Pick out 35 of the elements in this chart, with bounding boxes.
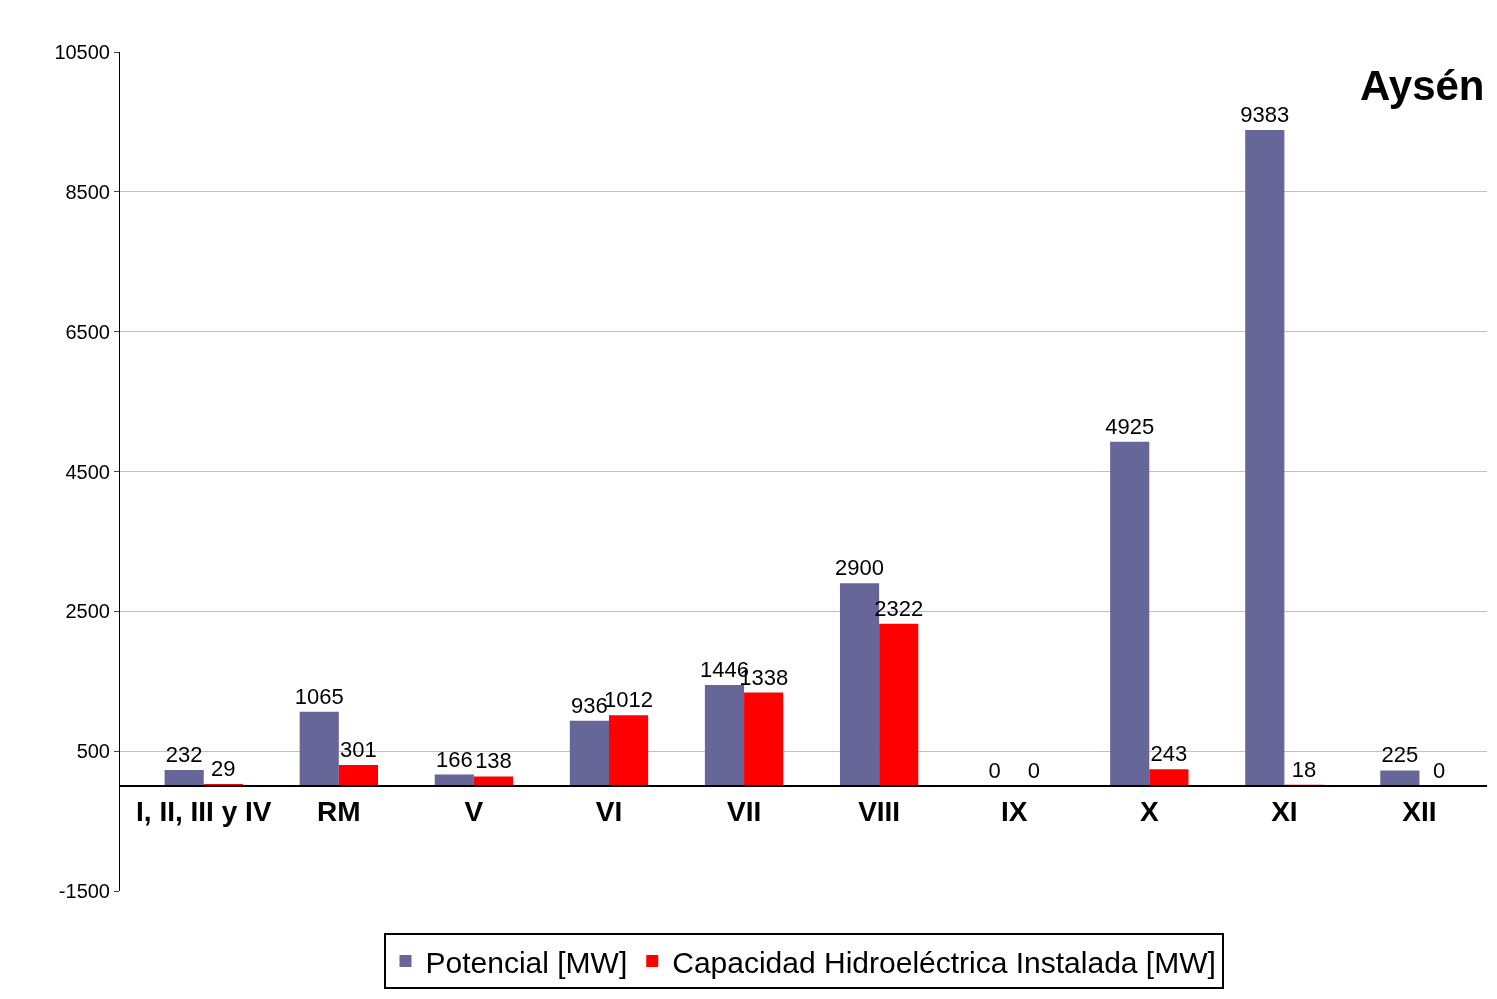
data-label: 29 xyxy=(211,756,236,782)
annotation: Aysén xyxy=(1360,62,1485,109)
data-label: 232 xyxy=(165,741,203,767)
data-label: 166 xyxy=(435,746,473,772)
data-label: 225 xyxy=(1381,742,1419,768)
legend-label: Capacidad Hidroeléctrica Instalada [MW] xyxy=(672,945,1216,979)
y-tick-label: 4500 xyxy=(65,460,110,483)
y-tick-label: -1500 xyxy=(58,880,110,902)
x-tick-label: I, II, III y IV xyxy=(136,795,272,827)
x-tick-label: X xyxy=(1139,795,1159,827)
data-label: 138 xyxy=(475,748,512,774)
x-tick-label: VII xyxy=(726,795,762,827)
data-label: 1065 xyxy=(294,683,344,709)
x-tick-label: V xyxy=(464,795,484,827)
data-label: 9383 xyxy=(1240,102,1290,128)
x-tick-label: XII xyxy=(1402,795,1437,827)
data-label: 0 xyxy=(1027,758,1040,784)
y-tick-label: 8500 xyxy=(65,180,110,203)
data-label: 4925 xyxy=(1105,413,1155,439)
data-label: 18 xyxy=(1291,756,1317,782)
x-tick-label: XI xyxy=(1271,795,1298,827)
y-tick-label: 500 xyxy=(76,740,110,763)
y-tick-label: 6500 xyxy=(65,320,110,343)
data-label: 243 xyxy=(1150,741,1188,767)
data-label: 2900 xyxy=(835,555,885,581)
y-tick-label: 10500 xyxy=(54,41,110,63)
x-tick-label: VIII xyxy=(858,795,901,827)
x-tick-label: IX xyxy=(1000,795,1028,827)
y-tick-label: 2500 xyxy=(65,600,110,623)
data-label: 301 xyxy=(340,737,377,763)
x-tick-label: VI xyxy=(595,795,623,827)
data-label: 0 xyxy=(988,758,1001,784)
data-label: 0 xyxy=(1432,758,1446,784)
legend-label: Potencial [MW] xyxy=(425,945,628,979)
x-tick-label: RM xyxy=(317,795,361,827)
